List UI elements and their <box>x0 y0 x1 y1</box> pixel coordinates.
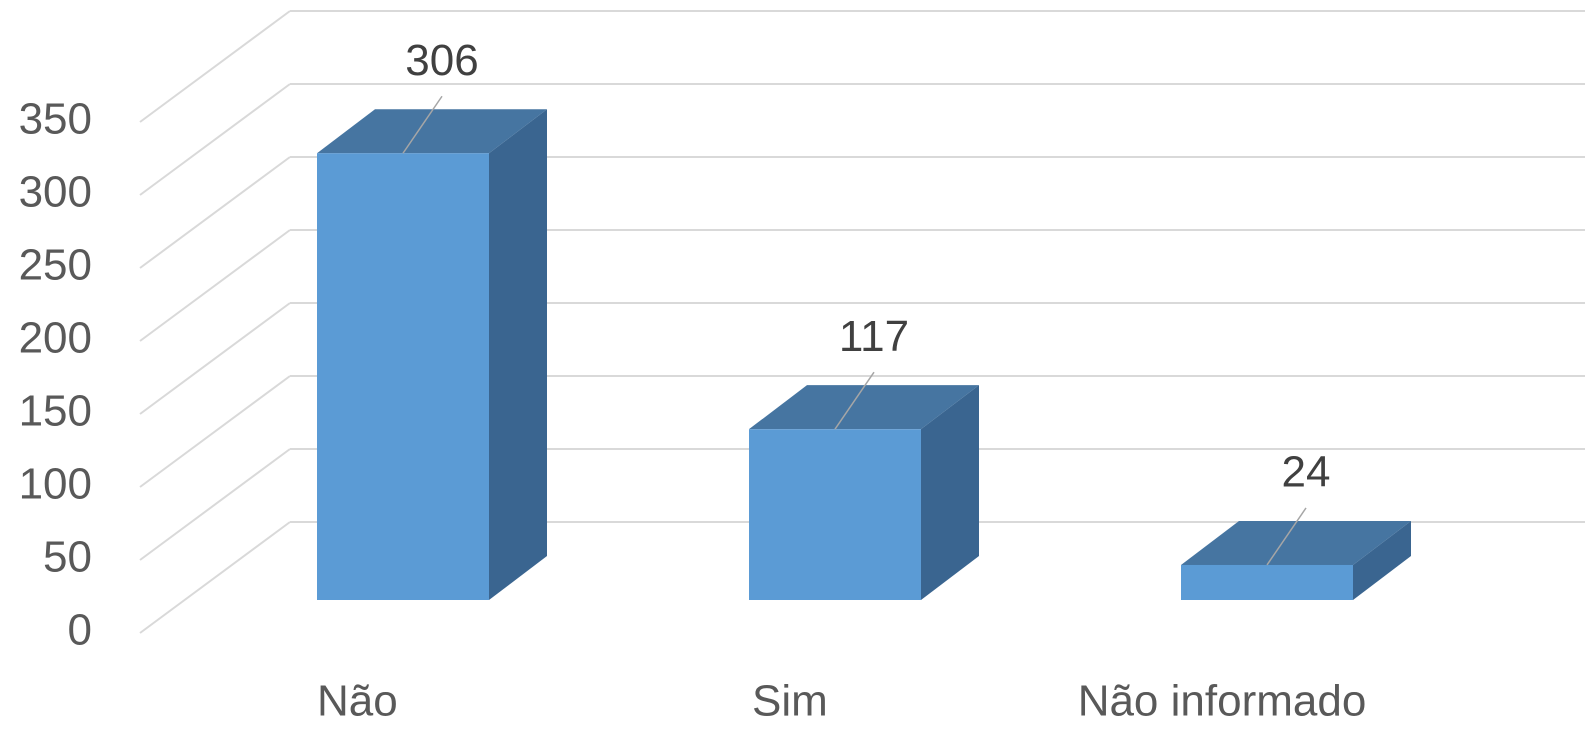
grid-line <box>139 521 291 634</box>
y-tick-label: 150 <box>19 387 92 436</box>
x-tick-label: Não <box>317 677 398 726</box>
y-tick-label: 250 <box>19 241 92 290</box>
bar-top <box>1181 520 1411 565</box>
bar <box>317 153 489 601</box>
y-tick-label: 300 <box>19 168 92 217</box>
bar-top <box>749 385 979 430</box>
bar <box>749 429 921 600</box>
grid-line <box>139 302 291 415</box>
x-tick-label: Sim <box>752 677 828 726</box>
y-tick-label: 100 <box>19 460 92 509</box>
data-label: 306 <box>405 36 478 85</box>
grid-line <box>139 10 291 123</box>
grid-line <box>139 375 291 488</box>
y-tick-label: 50 <box>43 533 92 582</box>
bar-top <box>317 109 547 154</box>
bar-side <box>921 385 979 600</box>
leader-line <box>1266 507 1307 566</box>
x-tick-label: Não informado <box>1078 677 1367 726</box>
y-tick-label: 200 <box>19 314 92 363</box>
y-tick-label: 350 <box>19 95 92 144</box>
grid-line <box>139 83 291 196</box>
bar-side <box>1353 520 1411 600</box>
data-label: 117 <box>839 312 909 361</box>
bar <box>1181 564 1353 600</box>
y-tick-label: 0 <box>68 606 92 655</box>
grid-line <box>139 156 291 269</box>
leader-line <box>402 95 443 154</box>
bar-side <box>489 109 547 601</box>
grid-line <box>139 448 291 561</box>
leader-line <box>834 371 875 430</box>
data-label: 24 <box>1282 448 1331 497</box>
grid-line <box>139 229 291 342</box>
